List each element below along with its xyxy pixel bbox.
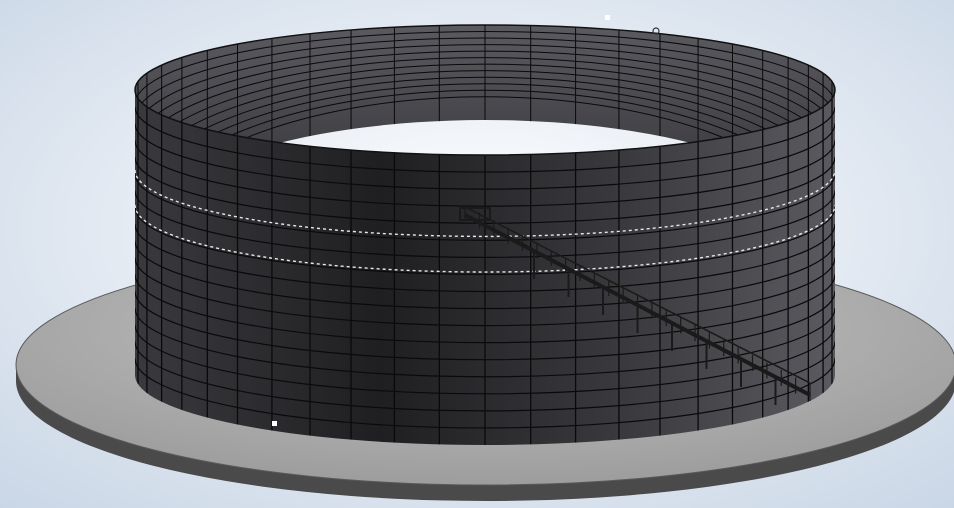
panel-seam-horizontal bbox=[135, 274, 835, 344]
stiffener-ring bbox=[134, 204, 836, 273]
stiffener-seams bbox=[134, 169, 836, 273]
spiral-staircase bbox=[459, 205, 811, 405]
panel-seam-horizontal bbox=[135, 190, 835, 258]
tank-top-rim-front bbox=[134, 89, 836, 156]
stair-landing bbox=[459, 207, 491, 221]
interior-seam-horizontal bbox=[135, 37, 835, 120]
tank-top-rim-back bbox=[134, 24, 836, 91]
panel-seam-horizontal bbox=[135, 240, 835, 310]
stiffener-ring bbox=[134, 169, 836, 238]
marker-square bbox=[272, 421, 277, 426]
interior-seam-horizontal bbox=[135, 57, 835, 163]
panel-seam-horizontal bbox=[135, 358, 835, 429]
marker-circle bbox=[652, 27, 660, 35]
panel-seam-horizontal bbox=[135, 257, 835, 327]
panel-seam-horizontal bbox=[135, 173, 835, 241]
panel-seam-horizontal bbox=[135, 106, 835, 173]
panel-seam-horizontal bbox=[135, 140, 835, 207]
interior-seam-horizontal bbox=[135, 50, 835, 149]
interior-seam-horizontal bbox=[135, 31, 835, 105]
panel-seam-horizontal bbox=[135, 207, 835, 275]
panel-seam-horizontal bbox=[135, 123, 835, 190]
panel-seam-horizontal bbox=[135, 307, 835, 378]
panel-seam-horizontal bbox=[135, 324, 835, 395]
panel-seam-horizontal bbox=[135, 291, 835, 361]
panel-seam-horizontal bbox=[135, 224, 835, 293]
front-panel-grid bbox=[135, 98, 835, 445]
interior-seam-horizontal bbox=[135, 44, 835, 134]
marker-square bbox=[605, 15, 610, 20]
